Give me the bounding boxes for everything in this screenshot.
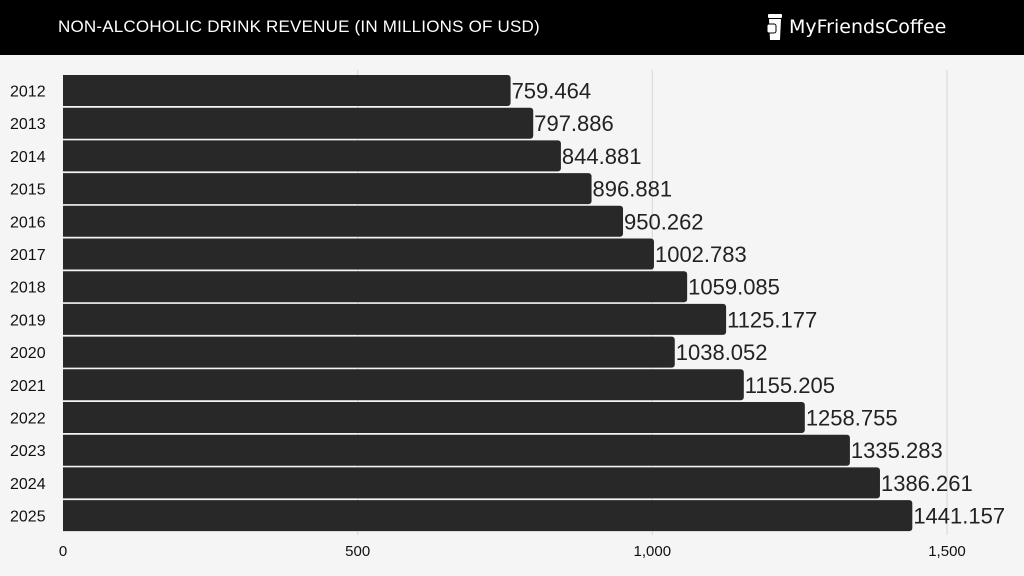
y-tick-label: 2020: [10, 345, 46, 362]
data-label: 1038.052: [676, 340, 768, 365]
x-tick-label: 1,000: [634, 543, 672, 560]
data-label: 1155.205: [745, 373, 835, 398]
y-tick-label: 2022: [10, 411, 46, 428]
bar: [63, 336, 675, 368]
y-tick-label: 2013: [10, 116, 46, 133]
bar: [62, 140, 561, 172]
y-tick-label: 2021: [10, 378, 46, 395]
data-label: 950.262: [624, 209, 704, 234]
y-tick-label: 2012: [10, 84, 46, 101]
bar: [63, 467, 880, 499]
data-label: 844.881: [562, 144, 642, 169]
bar: [63, 238, 654, 270]
data-label: 896.881: [593, 177, 673, 202]
bar: [63, 369, 744, 401]
data-label: 1059.085: [688, 275, 780, 300]
y-tick-label: 2017: [10, 247, 46, 264]
data-label: 1002.783: [655, 242, 747, 267]
bar: [63, 107, 534, 139]
bar: [63, 271, 688, 303]
coffee-cup-icon: [766, 14, 782, 40]
chart-title: NON-ALCOHOLIC DRINK REVENUE (IN MILLIONS…: [58, 17, 540, 36]
data-label: 1386.261: [881, 471, 973, 496]
brand-logo: MyFriendsCoffee: [766, 13, 946, 41]
y-tick-label: 2025: [10, 509, 46, 526]
y-tick-label: 2018: [10, 280, 46, 297]
y-tick-label: 2024: [10, 476, 46, 493]
x-tick-label: 1,500: [928, 543, 966, 560]
data-label: 1125.177: [727, 307, 817, 332]
x-tick-label: 500: [345, 543, 370, 560]
bar: [63, 402, 805, 433]
y-tick-label: 2019: [10, 312, 46, 329]
y-tick-label: 2014: [10, 149, 46, 166]
bar: [63, 173, 592, 205]
y-tick-label: 2016: [10, 214, 46, 231]
data-label: 1335.283: [851, 438, 943, 463]
bar: [63, 75, 511, 106]
bar: [63, 434, 850, 466]
data-label: 759.464: [512, 79, 592, 104]
brand-name: MyFriendsCoffee: [789, 16, 947, 38]
data-label: 797.886: [534, 111, 614, 136]
y-tick-label: 2015: [10, 182, 46, 199]
bar: [63, 500, 913, 532]
header-bar: NON-ALCOHOLIC DRINK REVENUE (IN MILLIONS…: [0, 0, 1024, 55]
y-tick-label: 2023: [10, 443, 46, 460]
data-label: 1258.755: [806, 406, 898, 431]
bar: [63, 303, 727, 335]
data-label: 1441.157: [913, 504, 1005, 529]
bar: [63, 205, 624, 237]
x-tick-label: 0: [59, 543, 67, 560]
